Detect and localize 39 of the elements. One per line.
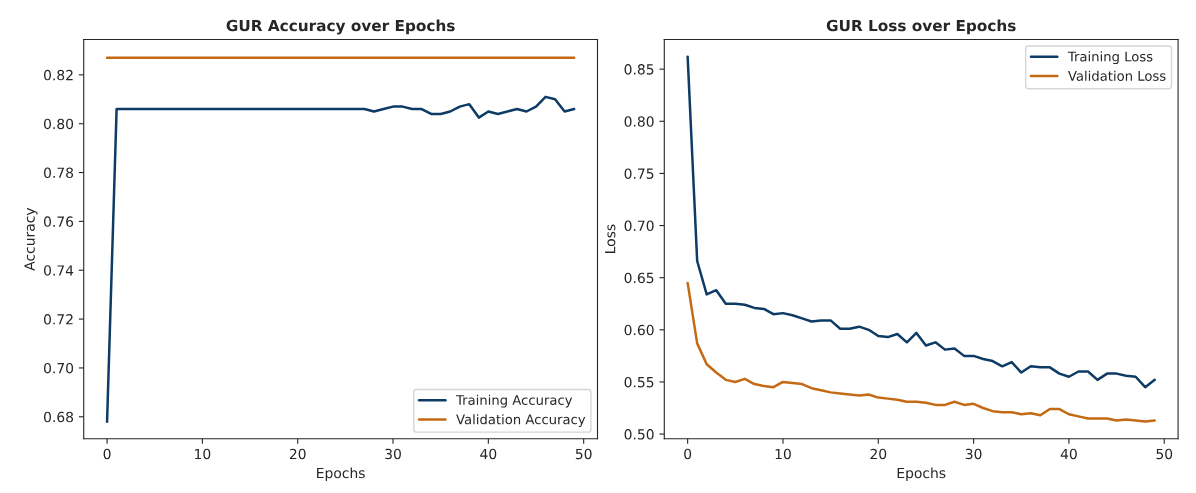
legend-label: Training Loss bbox=[1067, 51, 1153, 65]
x-axis-title: Epochs bbox=[317, 467, 365, 481]
y-tick-label: 0.55 bbox=[624, 376, 654, 388]
y-tick-label: 0.85 bbox=[624, 64, 654, 75]
x-axis-title: Epochs bbox=[897, 467, 946, 481]
x-tick-label: 0 bbox=[103, 448, 111, 460]
y-axis-title: Accuracy bbox=[24, 207, 38, 271]
x-tick-label: 10 bbox=[195, 448, 211, 460]
y-tick-label: 0.70 bbox=[624, 220, 654, 232]
x-tick-label: 30 bbox=[385, 448, 401, 460]
x-tick-label: 40 bbox=[1060, 448, 1077, 460]
chart-title: GUR Accuracy over Epochs bbox=[226, 19, 455, 35]
y-tick-label: 0.50 bbox=[624, 429, 654, 440]
x-tick-label: 50 bbox=[575, 448, 592, 460]
x-tick-label: 20 bbox=[870, 448, 887, 460]
x-tick-label: 0 bbox=[684, 448, 692, 460]
x-tick-label: 50 bbox=[1156, 448, 1173, 460]
y-tick-label: 0.72 bbox=[43, 314, 73, 325]
x-tick-label: 20 bbox=[289, 448, 306, 460]
y-tick-label: 0.60 bbox=[624, 324, 654, 336]
y-tick-label: 0.80 bbox=[43, 118, 74, 130]
y-tick-label: 0.65 bbox=[624, 272, 654, 284]
legend-label: Training Accuracy bbox=[455, 394, 573, 408]
y-tick-label: 0.82 bbox=[43, 69, 73, 81]
legend-label: Validation Loss bbox=[1068, 70, 1166, 81]
y-axis-title: Loss bbox=[605, 224, 616, 253]
x-tick-label: 30 bbox=[965, 448, 982, 460]
y-tick-label: 0.76 bbox=[43, 216, 74, 227]
y-tick-label: 0.70 bbox=[43, 362, 74, 374]
x-tick-label: 40 bbox=[480, 448, 497, 460]
y-tick-label: 0.78 bbox=[43, 167, 74, 179]
chart-title: GUR Loss over Epochs bbox=[826, 19, 1016, 35]
legend-label: Validation Accuracy bbox=[456, 414, 586, 427]
y-tick-label: 0.74 bbox=[43, 265, 74, 276]
line-series bbox=[686, 281, 1156, 423]
y-tick-label: 0.80 bbox=[624, 116, 654, 127]
x-tick-label: 10 bbox=[775, 448, 791, 460]
y-tick-label: 0.68 bbox=[43, 411, 74, 423]
y-tick-label: 0.75 bbox=[624, 168, 654, 179]
